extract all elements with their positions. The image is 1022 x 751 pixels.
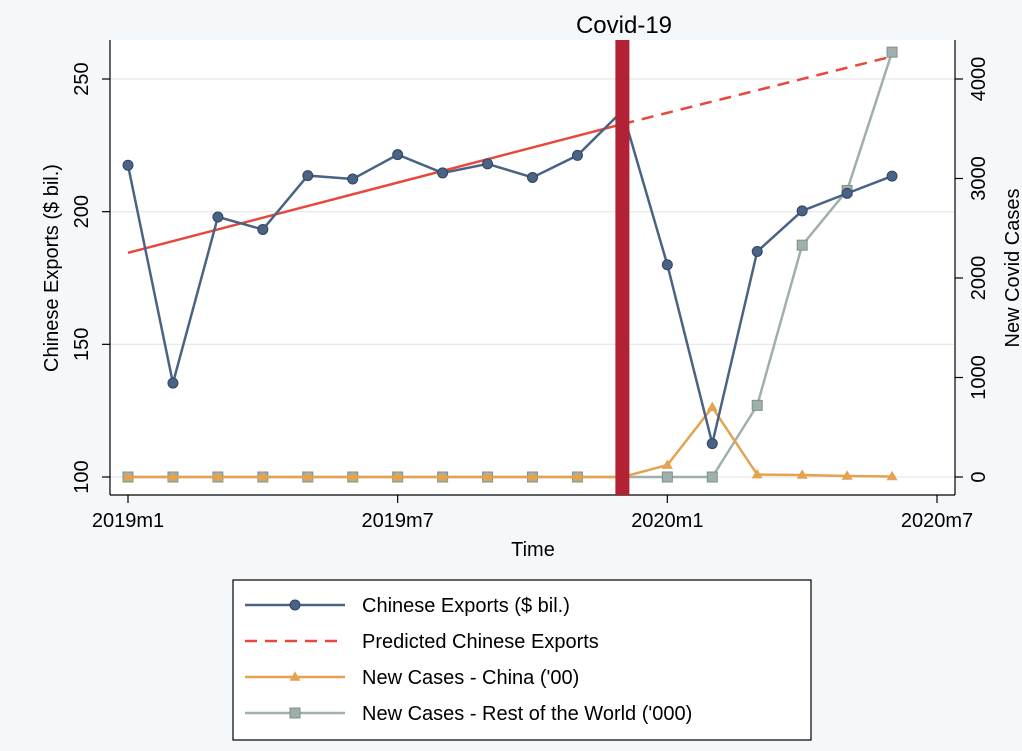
data-point [751,468,763,479]
y-left-tick-label: 200 [71,195,93,228]
y-right-tick-label: 3000 [968,156,990,201]
series-line [126,108,893,444]
data-point [886,170,898,182]
covid-layer [615,40,630,495]
data-point [706,438,718,450]
legend-label: Chinese Exports ($ bil.) [362,595,570,617]
data-point [661,459,673,469]
data-point [527,471,538,481]
data-point [751,245,763,257]
data-point [167,471,179,481]
data-point [751,399,763,411]
data-point [302,471,314,481]
y-right-tick-label: 2000 [968,256,990,301]
data-point [886,46,898,58]
y-left-tick-label: 150 [71,328,93,361]
data-point [661,259,673,271]
data-point [796,205,808,217]
series-0 [122,105,898,450]
data-point [796,469,808,479]
y-right-tick-label: 4000 [968,57,990,102]
y-axis-right-label: New Covid Cases [1002,189,1022,348]
data-point [257,471,269,481]
data-point [437,471,449,481]
plot-area [110,40,955,495]
data-point [392,149,404,161]
data-point [167,377,179,389]
y-left-tick-label: 100 [71,460,93,493]
x-axis-label: Time [511,539,555,561]
legend-swatch-marker [289,671,301,681]
data-point [886,470,898,481]
data-point [706,401,718,412]
data-point [796,239,808,251]
x-tick-label: 2020m1 [631,510,703,532]
data-point [302,170,314,182]
legend-label: Predicted Chinese Exports [362,631,599,653]
data-point [122,159,134,171]
x-tick-label: 2019m1 [92,510,164,532]
data-point [347,471,359,481]
series-layer [122,46,898,483]
x-tick-label: 2020m7 [901,510,973,532]
x-tick-label: 2019m7 [362,510,434,532]
axes: 100 150 200 250 0 1000 2000 3000 4000 2019m1 2019m… [71,40,990,532]
data-point [392,471,404,481]
data-point [122,471,134,481]
data-point [257,223,269,235]
legend-label: New Cases - China ('00) [362,667,579,689]
predicted-line-solid [127,122,623,255]
series-2 [122,401,898,481]
data-point [482,158,494,170]
covid-marker-bar [615,40,630,495]
series-line [128,405,893,479]
data-point [212,471,224,481]
legend-swatch-marker [289,599,301,611]
series-1 [127,55,893,255]
data-point [437,167,449,179]
data-point [841,470,853,480]
data-point [841,187,853,199]
data-point [706,471,718,483]
legend-swatch-marker [289,707,301,719]
y-right-tick-label: 1000 [968,355,990,400]
y-left-tick-label: 250 [71,62,93,95]
predicted-line-dashed [622,55,893,126]
legend: Chinese Exports ($ bil.) Predicted Chines… [232,579,812,741]
data-point [571,471,583,481]
y-right-tick-label: 0 [968,471,990,482]
data-point [347,173,359,185]
data-point [482,471,494,481]
legend-label: New Cases - Rest of the World ('000) [362,703,692,725]
data-point [212,211,224,223]
data-point [571,149,583,161]
data-point [527,171,538,183]
data-point [661,471,673,483]
y-axis-left-label: Chinese Exports ($ bil.) [41,164,63,372]
covid-annotation: Covid-19 [576,12,672,39]
